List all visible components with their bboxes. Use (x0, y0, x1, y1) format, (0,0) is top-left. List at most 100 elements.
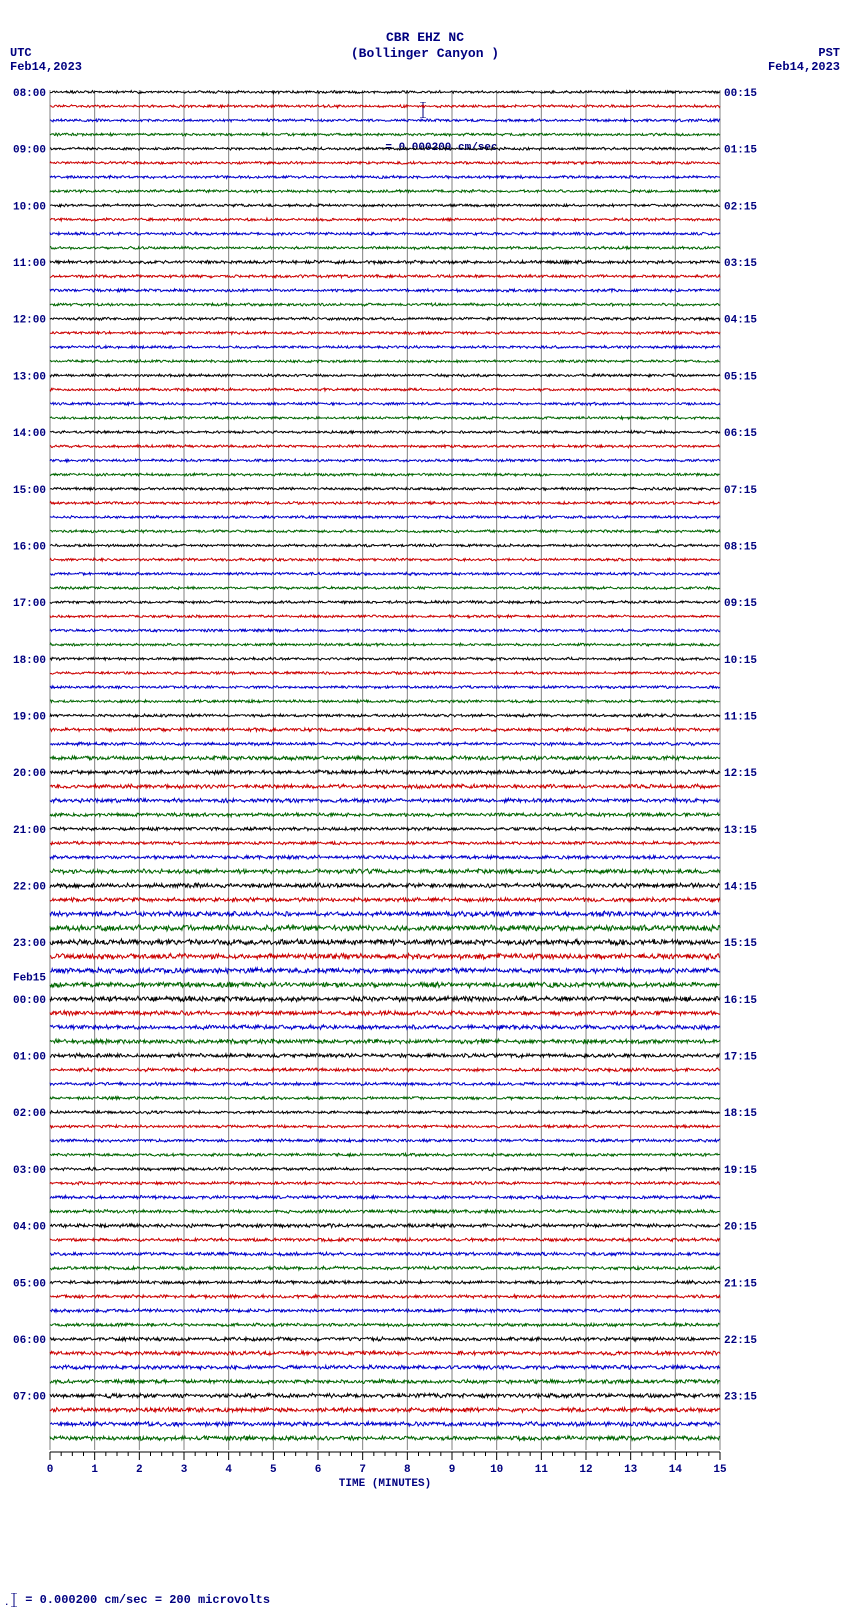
trace-row (50, 360, 720, 363)
trace-row (50, 1422, 720, 1427)
trace-row (50, 629, 720, 632)
trace-row (50, 218, 720, 221)
trace-row (50, 105, 720, 108)
trace-row (50, 133, 720, 136)
utc-time-label: 13:00 (13, 371, 46, 383)
trace-row (50, 756, 720, 760)
x-axis-label: TIME (MINUTES) (339, 1478, 431, 1490)
svg-text:.: . (4, 1598, 9, 1607)
trace-row (50, 260, 720, 264)
trace-row (50, 445, 720, 448)
trace-row (50, 742, 720, 746)
pst-time-label: 07:15 (724, 485, 757, 497)
x-tick-label: 0 (47, 1464, 54, 1476)
pst-time-label: 14:15 (724, 882, 757, 894)
trace-row (50, 1167, 720, 1170)
utc-time-label: 02:00 (13, 1108, 46, 1120)
utc-time-label: 21:00 (13, 825, 46, 837)
pst-time-label: 10:15 (724, 655, 757, 667)
trace-row (50, 232, 720, 235)
footer-scale-text: = 0.000200 cm/sec = 200 microvolts (25, 1593, 270, 1607)
pst-time-label: 01:15 (724, 145, 757, 157)
trace-row (50, 841, 720, 844)
trace-row (50, 1125, 720, 1128)
trace-row (50, 700, 720, 703)
trace-row (50, 204, 720, 207)
x-tick-label: 9 (449, 1464, 456, 1476)
utc-time-label: 17:00 (13, 598, 46, 610)
trace-row (50, 1068, 720, 1072)
pst-time-label: 16:15 (724, 995, 757, 1007)
trace-row (50, 459, 720, 462)
utc-time-label: 14:00 (13, 428, 46, 440)
utc-time-label: 00:00 (13, 995, 46, 1007)
utc-time-label: 05:00 (13, 1278, 46, 1290)
trace-row (50, 119, 720, 122)
trace-row (50, 1082, 720, 1086)
trace-row (50, 1182, 720, 1185)
pst-time-label: 15:15 (724, 938, 757, 950)
trace-row (50, 402, 720, 405)
utc-date-label: Feb15 (13, 973, 46, 985)
pst-time-label: 08:15 (724, 541, 757, 553)
x-tick-label: 14 (669, 1464, 683, 1476)
x-tick-label: 6 (315, 1464, 322, 1476)
utc-time-label: 12:00 (13, 315, 46, 327)
trace-row (50, 1224, 720, 1228)
pst-time-label: 21:15 (724, 1278, 757, 1290)
trace-row (50, 996, 720, 1001)
trace-row (50, 190, 720, 193)
utc-time-label: 09:00 (13, 145, 46, 157)
trace-row (50, 925, 720, 931)
trace-row (50, 813, 720, 817)
trace-row (50, 1365, 720, 1369)
trace-row (50, 1379, 720, 1383)
utc-time-label: 06:00 (13, 1335, 46, 1347)
x-tick-label: 15 (713, 1464, 727, 1476)
trace-row (50, 827, 720, 831)
x-tick-label: 4 (225, 1464, 232, 1476)
trace-row (50, 883, 720, 888)
trace-row (50, 176, 720, 179)
trace-row (50, 855, 720, 859)
pst-time-label: 12:15 (724, 768, 757, 780)
trace-row (50, 1111, 720, 1114)
utc-time-label: 22:00 (13, 882, 46, 894)
trace-row (50, 374, 720, 377)
x-tick-label: 8 (404, 1464, 411, 1476)
utc-time-label: 16:00 (13, 541, 46, 553)
trace-row (50, 1266, 720, 1270)
pst-time-label: 23:15 (724, 1392, 757, 1404)
pst-time-label: 09:15 (724, 598, 757, 610)
trace-row (50, 911, 720, 917)
trace-row (50, 332, 720, 335)
trace-row (50, 388, 720, 391)
pst-time-label: 11:15 (724, 711, 757, 723)
pst-time-label: 00:15 (724, 88, 757, 100)
trace-row (50, 161, 720, 164)
trace-row (50, 1025, 720, 1030)
pst-time-label: 06:15 (724, 428, 757, 440)
utc-time-label: 15:00 (13, 485, 46, 497)
trace-row (50, 1323, 720, 1326)
trace-row (50, 147, 720, 150)
trace-row (50, 1039, 720, 1044)
pst-time-label: 03:15 (724, 258, 757, 270)
trace-row (50, 601, 720, 604)
trace-row (50, 672, 720, 675)
pst-time-label: 13:15 (724, 825, 757, 837)
trace-row (50, 770, 720, 774)
trace-row (50, 558, 720, 561)
utc-time-label: 04:00 (13, 1222, 46, 1234)
utc-time-label: 18:00 (13, 655, 46, 667)
utc-time-label: 10:00 (13, 201, 46, 213)
footer-scale: . = 0.000200 cm/sec = 200 microvolts (4, 1593, 270, 1607)
pst-time-label: 19:15 (724, 1165, 757, 1177)
trace-row (50, 798, 720, 802)
trace-row (50, 1295, 720, 1299)
trace-row (50, 898, 720, 902)
pst-time-label: 02:15 (724, 201, 757, 213)
trace-row (50, 544, 720, 547)
trace-row (50, 275, 720, 278)
trace-row (50, 1153, 720, 1156)
